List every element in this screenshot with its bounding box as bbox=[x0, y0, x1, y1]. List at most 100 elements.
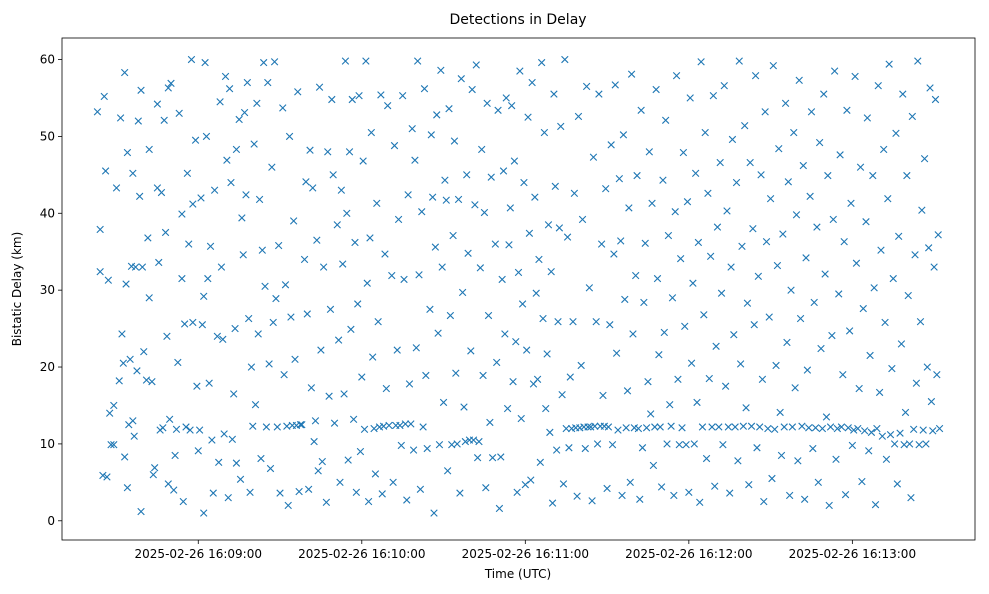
data-point bbox=[170, 486, 178, 494]
data-point bbox=[851, 72, 859, 81]
data-point bbox=[845, 327, 854, 335]
data-point bbox=[225, 85, 234, 93]
data-point bbox=[130, 432, 138, 440]
data-point bbox=[790, 128, 798, 137]
data-point bbox=[475, 437, 483, 446]
data-point bbox=[824, 171, 832, 180]
data-point bbox=[914, 57, 922, 65]
data-point bbox=[153, 100, 162, 108]
data-point bbox=[505, 241, 513, 249]
data-point bbox=[588, 497, 596, 505]
data-point bbox=[920, 155, 929, 163]
data-point bbox=[551, 182, 559, 191]
data-point bbox=[716, 158, 724, 167]
data-point bbox=[227, 178, 235, 187]
data-point bbox=[389, 478, 397, 487]
data-point bbox=[324, 148, 332, 156]
data-point bbox=[107, 440, 115, 449]
data-point bbox=[705, 374, 713, 383]
data-point bbox=[604, 423, 613, 431]
data-point bbox=[427, 131, 435, 139]
data-point bbox=[652, 85, 660, 94]
data-point bbox=[649, 461, 658, 470]
data-point bbox=[274, 241, 283, 250]
data-point bbox=[480, 208, 489, 217]
data-point bbox=[501, 330, 509, 338]
data-point bbox=[675, 440, 683, 449]
data-point bbox=[482, 484, 490, 492]
data-point bbox=[163, 332, 171, 340]
data-point bbox=[204, 274, 212, 283]
data-point bbox=[670, 491, 678, 500]
data-point bbox=[766, 194, 775, 203]
data-point bbox=[728, 135, 737, 144]
data-point bbox=[821, 270, 829, 278]
data-point bbox=[473, 454, 482, 462]
data-point bbox=[882, 455, 891, 463]
data-point bbox=[393, 346, 401, 354]
data-point bbox=[358, 373, 366, 381]
data-point bbox=[558, 391, 566, 399]
data-point bbox=[230, 390, 238, 398]
data-point bbox=[663, 440, 671, 448]
data-point bbox=[773, 261, 782, 270]
data-point bbox=[706, 252, 715, 261]
data-point bbox=[479, 371, 487, 380]
data-point bbox=[875, 388, 884, 397]
data-point bbox=[249, 422, 257, 430]
data-point bbox=[599, 391, 607, 400]
data-point bbox=[657, 483, 666, 491]
data-point bbox=[731, 423, 739, 431]
data-point bbox=[903, 171, 911, 180]
data-point bbox=[189, 200, 197, 208]
data-point bbox=[544, 221, 553, 229]
data-point bbox=[426, 305, 434, 314]
data-point bbox=[646, 410, 655, 418]
data-point bbox=[683, 198, 692, 206]
data-point bbox=[769, 61, 778, 70]
data-point bbox=[178, 210, 186, 218]
data-point bbox=[565, 444, 573, 452]
data-point bbox=[626, 478, 634, 487]
data-point bbox=[178, 274, 186, 283]
data-point bbox=[595, 90, 603, 98]
data-point bbox=[183, 169, 192, 177]
data-point bbox=[441, 176, 449, 184]
data-point bbox=[918, 206, 926, 214]
data-point bbox=[934, 231, 942, 239]
data-point bbox=[157, 188, 166, 197]
data-point bbox=[795, 76, 803, 84]
data-point bbox=[383, 101, 392, 110]
data-point bbox=[817, 344, 825, 353]
data-point bbox=[442, 196, 450, 204]
data-point bbox=[809, 444, 817, 453]
data-point bbox=[262, 423, 271, 431]
data-point bbox=[908, 112, 917, 121]
data-point bbox=[674, 375, 682, 384]
data-point bbox=[548, 499, 557, 507]
data-point bbox=[471, 201, 479, 209]
data-point bbox=[557, 122, 565, 131]
data-point bbox=[655, 351, 663, 359]
data-point bbox=[235, 115, 243, 124]
data-point bbox=[189, 318, 197, 327]
data-point bbox=[302, 178, 310, 186]
plot-area bbox=[93, 55, 944, 517]
data-point bbox=[431, 243, 440, 251]
data-point bbox=[668, 294, 677, 302]
data-point bbox=[593, 440, 602, 448]
data-point bbox=[578, 215, 587, 224]
data-point bbox=[621, 295, 629, 304]
data-point bbox=[775, 145, 783, 153]
data-point bbox=[366, 234, 374, 242]
data-point bbox=[746, 158, 754, 167]
data-point bbox=[187, 55, 196, 64]
data-point bbox=[120, 453, 129, 461]
data-point bbox=[149, 470, 157, 479]
data-point bbox=[889, 274, 897, 283]
data-point bbox=[420, 85, 429, 93]
data-point bbox=[396, 421, 404, 430]
data-point bbox=[796, 314, 805, 323]
data-point bbox=[832, 455, 840, 463]
data-point bbox=[698, 423, 707, 431]
